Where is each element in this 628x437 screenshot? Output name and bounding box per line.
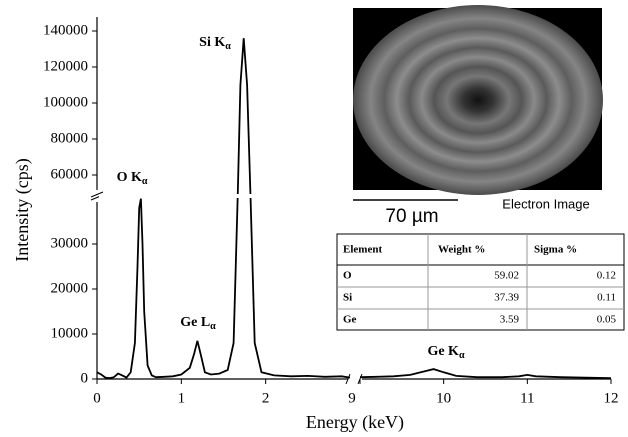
- table-cell: Si: [343, 292, 352, 304]
- y-tick-label: 20000: [51, 280, 89, 296]
- y-tick-label: 80000: [51, 130, 89, 146]
- y-tick-label: 60000: [51, 166, 89, 182]
- peak-subscript: α: [142, 176, 148, 187]
- x-tick-label: 12: [604, 390, 619, 406]
- table-cell: 37.39: [494, 292, 519, 304]
- table-header: Element: [343, 244, 382, 256]
- y-tick-label: 30000: [51, 235, 89, 251]
- y-tick-label: 120000: [43, 58, 88, 74]
- x-tick-label: 2: [262, 390, 270, 406]
- peak-subscript: α: [210, 321, 216, 332]
- peak-label: O K: [117, 170, 142, 185]
- peak-annotation: Ge Lα: [180, 315, 216, 332]
- spectrum-line: [97, 38, 350, 378]
- x-axis-title: Energy (keV): [306, 412, 404, 433]
- table-cell: 0.12: [597, 270, 616, 282]
- chart: 70 µm Electron Image Element Weight % Sigm…: [0, 0, 628, 437]
- y-tick-label: 100000: [43, 94, 88, 110]
- data-table: Element Weight % Sigma % O 59.02 0.12 Si 37.39 0…: [337, 234, 624, 330]
- spectrum-line: [360, 369, 611, 378]
- x-tick-label: 1: [178, 390, 186, 406]
- table-cell: O: [343, 270, 352, 282]
- x-tick-label: 0: [93, 390, 101, 406]
- y-tick-label: 0: [81, 370, 89, 386]
- y-axis-title: Intensity (cps): [12, 158, 33, 261]
- x-tick-label: 11: [520, 390, 534, 406]
- peak-label: Si K: [199, 35, 225, 50]
- image-caption: Electron Image: [502, 196, 589, 211]
- x-tick-label: 10: [436, 390, 451, 406]
- peak-annotation: O Kα: [117, 170, 148, 187]
- y-tick-label: 10000: [51, 325, 89, 341]
- peak-annotation: Si Kα: [199, 35, 231, 52]
- table-header: Weight %: [438, 244, 485, 256]
- table-cell: 3.59: [500, 314, 520, 326]
- table-header: Sigma %: [534, 244, 577, 256]
- break-gap: [99, 194, 352, 198]
- peak-label: Ge L: [180, 315, 210, 330]
- scale-label: 70 µm: [385, 206, 438, 227]
- y-tick-label: 140000: [43, 22, 88, 38]
- peak-subscript: α: [225, 41, 231, 52]
- x-tick-label: 9: [348, 390, 356, 406]
- table-cell: 0.05: [597, 314, 617, 326]
- table-cell: 59.02: [494, 270, 519, 282]
- electron-image: [353, 5, 603, 195]
- table-cell: 0.11: [597, 292, 616, 304]
- peak-annotation: Ge Kα: [427, 344, 465, 361]
- table-cell: Ge: [343, 314, 357, 326]
- peak-subscript: α: [459, 350, 465, 361]
- peak-label: Ge K: [427, 344, 459, 359]
